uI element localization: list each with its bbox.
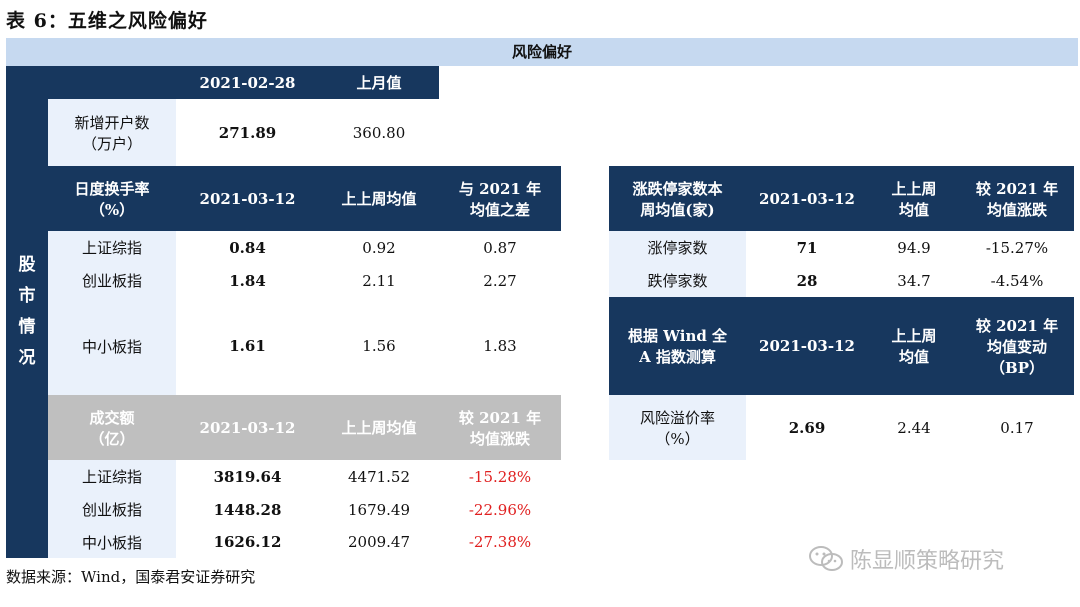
- value-cell: 0.87: [483, 238, 517, 257]
- header-line: 均值变动: [986, 337, 1047, 356]
- header-line: 均值: [898, 200, 929, 219]
- row-label: 上证综指: [48, 231, 176, 264]
- header-date: 2021-03-12: [746, 297, 868, 395]
- header-diff: 与 2021 年 均值之差: [439, 166, 561, 231]
- row-label-new-accounts: 新增开户数 （万户）: [48, 99, 176, 166]
- value-cell: 3819.64: [213, 467, 282, 486]
- row-label: 创业板指: [48, 264, 176, 297]
- value-cell: 0.84: [229, 238, 266, 257]
- header-line: 较 2021 年: [975, 179, 1059, 198]
- label-line: 根据 Wind 全: [627, 327, 728, 345]
- row-label: 创业板指: [48, 493, 176, 526]
- value-cell: 1.84: [229, 271, 266, 290]
- value-cell: -4.54%: [990, 271, 1044, 290]
- value-cell: 2.44: [897, 418, 931, 437]
- value-cell: 2.27: [483, 271, 517, 290]
- header-avg: 上上周 均值: [868, 297, 960, 395]
- value-cell: 2009.47: [347, 533, 411, 551]
- header-diff: 较 2021 年 均值变动 （BP）: [960, 297, 1074, 395]
- value-cell: -15.28%: [468, 467, 532, 486]
- label-line: 成交额: [89, 408, 135, 427]
- value-cell: 1626.12: [213, 533, 282, 551]
- header-line: 均值涨跌: [986, 200, 1047, 219]
- table-title: 表 6：五维之风险偏好: [6, 10, 208, 32]
- value-cell: 2.11: [362, 271, 396, 290]
- side-char: 市: [18, 286, 36, 306]
- header-blank: [48, 66, 176, 99]
- value-cell: 94.9: [897, 238, 931, 257]
- volume-header-label: 成交额 （亿）: [48, 395, 176, 460]
- side-char: 情: [18, 317, 36, 337]
- value-cell: 71: [796, 238, 818, 257]
- value-cell: 4471.52: [347, 467, 411, 486]
- header-avg: 上上周均值: [319, 395, 439, 460]
- header-line: 较 2021 年: [458, 408, 542, 427]
- side-char: 股: [18, 255, 36, 275]
- value-cell: 1679.49: [347, 500, 411, 519]
- header-line: 均值: [898, 348, 929, 366]
- header-diff: 较 2021 年 均值涨跌: [439, 395, 561, 460]
- row-label: 中小板指: [48, 297, 176, 395]
- value-cell: -27.38%: [468, 533, 532, 551]
- header-line: 上上周: [891, 327, 937, 345]
- header-avg: 上上周均值: [319, 166, 439, 231]
- side-label: 股 市 情 况: [6, 66, 48, 558]
- source-note: 数据来源：Wind，国泰君安证券研究: [6, 568, 256, 586]
- value-cell: 1.83: [483, 337, 517, 355]
- header-date: 2021-03-12: [176, 166, 319, 231]
- label-line: 日度换手率: [74, 179, 150, 198]
- label-line: 周均值(家): [640, 200, 715, 219]
- value-cell: 271.89: [218, 123, 277, 142]
- row-label: 中小板指: [48, 526, 176, 558]
- header-line: （BP）: [990, 358, 1044, 377]
- header-date: 2021-03-12: [176, 395, 319, 460]
- value-cell: 0.17: [1000, 418, 1034, 437]
- header-line: 上上周: [891, 179, 937, 198]
- header-last-month: 上月值: [319, 66, 439, 99]
- header-line: 均值涨跌: [469, 429, 530, 448]
- value-cell: -15.27%: [985, 238, 1049, 257]
- value-cell: 360.80: [352, 123, 406, 142]
- value-cell: 28: [796, 271, 818, 290]
- watermark: 陈显顺策略研究: [808, 543, 1004, 575]
- row-label: 涨停家数: [609, 231, 746, 264]
- value-cell: -22.96%: [468, 500, 532, 519]
- header-line: 与 2021 年: [458, 179, 542, 198]
- header-diff: 较 2021 年 均值涨跌: [960, 166, 1074, 231]
- label-line: （万户）: [81, 134, 142, 153]
- label-line: A 指数测算: [639, 348, 716, 366]
- row-label: 上证综指: [48, 460, 176, 493]
- label-line: （%）: [655, 429, 700, 448]
- premium-header-label: 根据 Wind 全 A 指数测算: [609, 297, 746, 395]
- value-cell: 2.69: [788, 418, 826, 437]
- watermark-text: 陈显顺策略研究: [850, 549, 1005, 574]
- header-avg: 上上周 均值: [868, 166, 960, 231]
- side-char: 况: [18, 348, 36, 368]
- header-date: 2021-02-28: [176, 66, 319, 99]
- wechat-icon: [808, 545, 844, 573]
- row-label: 跌停家数: [609, 264, 746, 297]
- value-cell: 1.56: [362, 337, 396, 355]
- header-date: 2021-03-12: [746, 166, 868, 231]
- label-line: 涨跌停家数本: [632, 179, 723, 198]
- header-line: 较 2021 年: [975, 316, 1059, 335]
- value-cell: 1.61: [229, 337, 266, 355]
- header-line: 均值之差: [469, 200, 530, 219]
- row-label-premium: 风险溢价率 （%）: [609, 395, 746, 460]
- value-cell: 0.92: [362, 238, 396, 257]
- label-line: （%）: [89, 200, 135, 219]
- value-cell: 1448.28: [213, 500, 282, 519]
- label-line: 风险溢价率: [639, 408, 715, 427]
- section-band: 风险偏好: [6, 38, 1078, 66]
- label-line: （亿）: [89, 429, 135, 448]
- turnover-header-label: 日度换手率 （%）: [48, 166, 176, 231]
- limit-header-label: 涨跌停家数本 周均值(家): [609, 166, 746, 231]
- label-line: 新增开户数: [74, 113, 150, 132]
- value-cell: 34.7: [897, 271, 931, 290]
